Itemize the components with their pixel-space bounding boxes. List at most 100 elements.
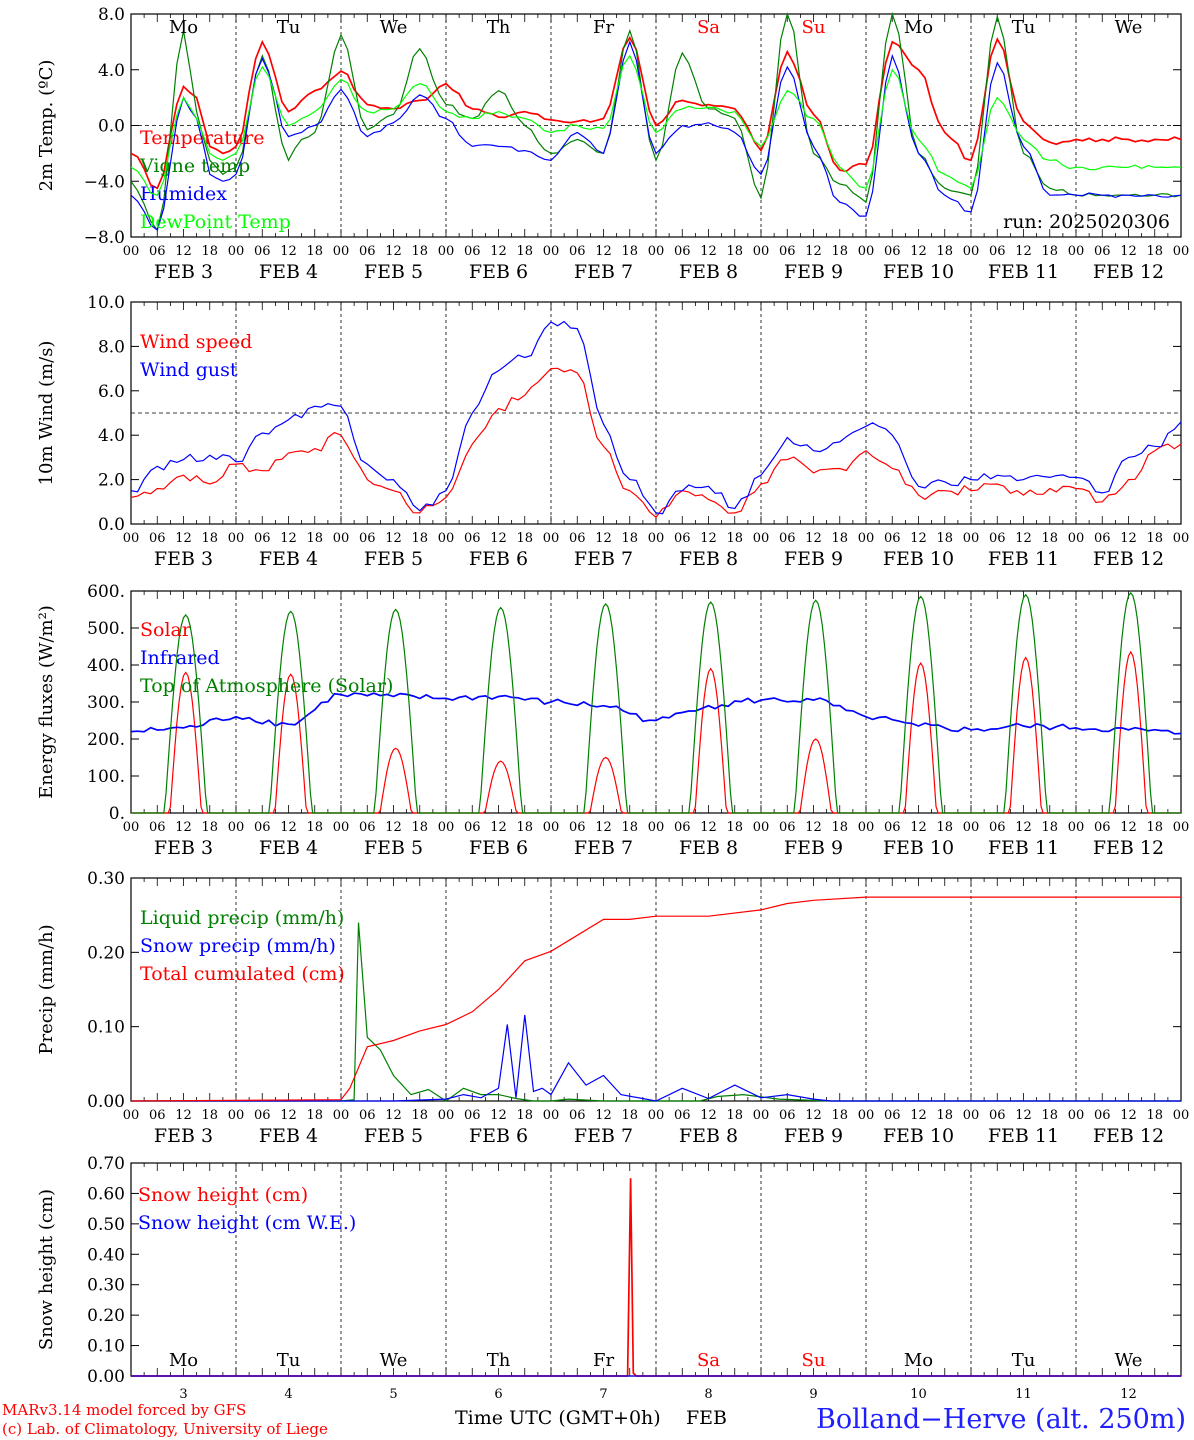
run-annotation: run: 2025020306 xyxy=(1003,211,1170,233)
hour-tick-label: 00 xyxy=(963,1108,980,1123)
lab-credit: (c) Lab. of Climatology, University of L… xyxy=(2,1420,328,1438)
y-tick-label: 0.70 xyxy=(87,1154,125,1174)
weekday-label: Mo xyxy=(169,1350,198,1371)
hour-tick-label: 00 xyxy=(1068,1108,1085,1123)
hour-tick-label: 12 xyxy=(910,1108,927,1123)
day-label: FEB 7 xyxy=(574,837,633,859)
y-tick-label: 0.60 xyxy=(87,1184,125,1204)
hour-tick-label: 18 xyxy=(306,244,323,259)
hour-tick-label: 00 xyxy=(543,1108,560,1123)
hour-tick-label: 18 xyxy=(201,531,218,546)
hour-tick-label: 06 xyxy=(359,244,376,259)
y-tick-label: −4.0 xyxy=(84,172,125,192)
day-label: FEB 9 xyxy=(784,1125,843,1147)
hour-tick-label: 06 xyxy=(254,244,271,259)
hour-tick-label: 06 xyxy=(464,1108,481,1123)
day-label: FEB 4 xyxy=(259,1125,318,1147)
hour-tick-label: 12 xyxy=(175,1108,192,1123)
hour-tick-label: 12 xyxy=(1120,531,1137,546)
hour-tick-label: 18 xyxy=(411,244,428,259)
hour-tick-label: 18 xyxy=(1041,820,1058,835)
hour-tick-label: 18 xyxy=(516,1108,533,1123)
hour-tick-label: 18 xyxy=(726,531,743,546)
legend-entry: Wind speed xyxy=(140,331,252,353)
hour-tick-label: 18 xyxy=(411,820,428,835)
station-name: Bolland−Herve (alt. 250m) xyxy=(816,1404,1186,1435)
series-line-liquid-precip-mm-h- xyxy=(131,922,1181,1102)
hour-tick-label: 18 xyxy=(516,531,533,546)
y-tick-label: 8.0 xyxy=(98,337,125,357)
day-label: FEB 11 xyxy=(988,548,1059,570)
legend-entry: Humidex xyxy=(140,183,227,205)
hour-tick-label: 00 xyxy=(123,531,140,546)
day-label: FEB 3 xyxy=(154,261,213,283)
day-number: 8 xyxy=(704,1387,712,1402)
hour-tick-label: 00 xyxy=(753,531,770,546)
hour-tick-label: 12 xyxy=(280,244,297,259)
hour-tick-label: 06 xyxy=(884,531,901,546)
day-label: FEB 4 xyxy=(259,837,318,859)
day-number: 6 xyxy=(494,1387,502,1402)
day-label: FEB 7 xyxy=(574,1125,633,1147)
hour-tick-label: 12 xyxy=(805,531,822,546)
hour-tick-label: 18 xyxy=(726,820,743,835)
hour-tick-label: 18 xyxy=(516,244,533,259)
hour-tick-label: 12 xyxy=(805,820,822,835)
y-tick-label: 0.0 xyxy=(98,117,125,137)
hour-tick-label: 06 xyxy=(149,531,166,546)
hour-tick-label: 00 xyxy=(1173,244,1190,259)
hour-tick-label: 06 xyxy=(989,1108,1006,1123)
legend-entry: Snow height (cm) xyxy=(138,1184,308,1206)
hour-tick-label: 00 xyxy=(753,1108,770,1123)
hour-tick-label: 18 xyxy=(1146,820,1163,835)
y-tick-label: 0.20 xyxy=(87,1306,125,1326)
hour-tick-label: 12 xyxy=(490,244,507,259)
hour-tick-label: 18 xyxy=(621,1108,638,1123)
day-number: 10 xyxy=(910,1387,927,1402)
month-label: FEB xyxy=(686,1407,727,1429)
hour-tick-label: 06 xyxy=(674,244,691,259)
hour-tick-label: 12 xyxy=(700,531,717,546)
day-label: FEB 8 xyxy=(679,261,738,283)
day-number: 5 xyxy=(389,1387,397,1402)
time-axis-label: Time UTC (GMT+0h) xyxy=(455,1407,661,1429)
series-line-temperature xyxy=(130,36,1182,190)
day-number: 3 xyxy=(179,1387,187,1402)
hour-tick-label: 00 xyxy=(543,820,560,835)
legend-entry: Snow precip (mm/h) xyxy=(140,935,336,957)
weekday-label: Th xyxy=(487,17,511,38)
day-label: FEB 5 xyxy=(364,261,423,283)
hour-tick-label: 18 xyxy=(1041,1108,1058,1123)
hour-tick-label: 06 xyxy=(359,531,376,546)
y-tick-label: 0. xyxy=(109,804,125,824)
hour-tick-label: 00 xyxy=(1068,531,1085,546)
weekday-label: Fr xyxy=(593,1350,614,1371)
day-number: 11 xyxy=(1015,1387,1032,1402)
hour-tick-label: 00 xyxy=(963,244,980,259)
hour-tick-label: 12 xyxy=(385,244,402,259)
hour-tick-label: 00 xyxy=(963,531,980,546)
hour-tick-label: 00 xyxy=(858,244,875,259)
hour-tick-label: 06 xyxy=(1094,531,1111,546)
hour-tick-label: 00 xyxy=(438,1108,455,1123)
hour-tick-label: 06 xyxy=(569,531,586,546)
y-tick-label: 4.0 xyxy=(98,426,125,446)
hour-tick-label: 12 xyxy=(280,1108,297,1123)
hour-tick-label: 12 xyxy=(280,820,297,835)
hour-tick-label: 12 xyxy=(595,244,612,259)
y-tick-label: 600. xyxy=(87,582,125,602)
legend-entry: Solar xyxy=(140,619,192,641)
y-axis-label: 2m Temp. (ºC) xyxy=(36,60,57,192)
hour-tick-label: 00 xyxy=(228,1108,245,1123)
hour-tick-label: 18 xyxy=(936,244,953,259)
y-tick-label: 500. xyxy=(87,619,125,639)
y-tick-label: 100. xyxy=(87,767,125,787)
y-tick-label: 0.30 xyxy=(87,869,125,889)
hour-tick-label: 06 xyxy=(1094,1108,1111,1123)
series-line-total-cumulated-cm- xyxy=(130,896,1181,1102)
hour-tick-label: 00 xyxy=(648,531,665,546)
day-label: FEB 7 xyxy=(574,548,633,570)
weekday-label: We xyxy=(1115,17,1143,38)
hour-tick-label: 06 xyxy=(254,820,271,835)
hour-tick-label: 18 xyxy=(936,820,953,835)
